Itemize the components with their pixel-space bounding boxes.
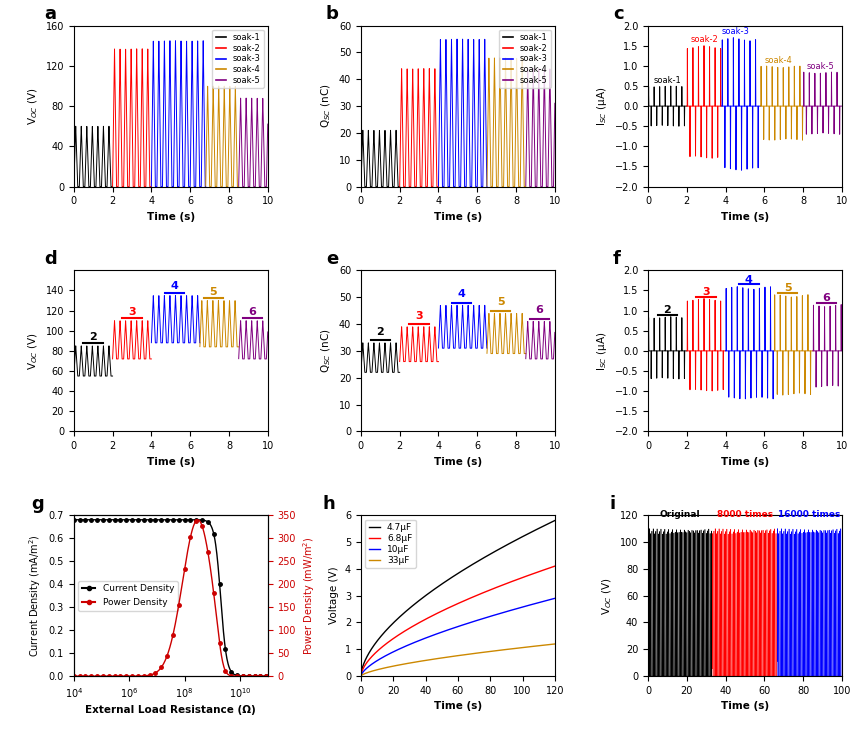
6.8μF	[356, 672, 366, 681]
Text: 16000 times: 16000 times	[779, 510, 841, 519]
Y-axis label: Voltage (V): Voltage (V)	[329, 567, 339, 624]
6.8μF	[445, 603, 456, 612]
33μF	[356, 672, 366, 681]
Text: 6: 6	[248, 306, 256, 317]
Text: 3: 3	[128, 306, 135, 317]
Line: 10μF: 10μF	[361, 599, 555, 676]
Legend: soak-1, soak-2, soak-3, soak-4, soak-5: soak-1, soak-2, soak-3, soak-4, soak-5	[499, 30, 550, 88]
Y-axis label: V$_{OC}$ (V): V$_{OC}$ (V)	[601, 577, 615, 615]
Line: 33μF: 33μF	[361, 644, 555, 676]
Text: 5: 5	[496, 298, 504, 307]
10μF	[544, 596, 555, 605]
10μF	[509, 605, 519, 614]
6.8μF	[509, 577, 519, 586]
6.8μF	[544, 564, 555, 572]
33μF	[549, 640, 560, 648]
Text: a: a	[44, 5, 56, 23]
Text: 8000 times: 8000 times	[717, 510, 773, 519]
Text: f: f	[613, 250, 621, 268]
X-axis label: Time (s): Time (s)	[434, 457, 482, 466]
10μF	[445, 625, 456, 634]
Y-axis label: V$_{OC}$ (V): V$_{OC}$ (V)	[26, 87, 40, 125]
Text: 2: 2	[663, 306, 671, 316]
4.7μF	[509, 537, 519, 545]
Text: soak-4: soak-4	[765, 56, 792, 64]
Text: g: g	[31, 495, 44, 512]
X-axis label: Time (s): Time (s)	[721, 457, 769, 466]
4.7μF	[549, 516, 560, 525]
33μF	[509, 644, 519, 653]
Line: 6.8μF: 6.8μF	[361, 566, 555, 676]
Text: d: d	[44, 250, 57, 268]
Text: 3: 3	[415, 311, 423, 321]
X-axis label: Time (s): Time (s)	[147, 212, 194, 222]
Text: soak-3: soak-3	[721, 28, 750, 37]
Text: 4: 4	[745, 276, 753, 285]
Y-axis label: Q$_{SC}$ (nC): Q$_{SC}$ (nC)	[319, 329, 333, 373]
10μF	[544, 596, 555, 605]
Text: 5: 5	[784, 284, 792, 293]
6.8μF	[544, 564, 555, 572]
Text: 4: 4	[171, 281, 179, 292]
4.7μF	[365, 645, 376, 654]
Text: h: h	[322, 495, 335, 512]
Text: e: e	[326, 250, 339, 268]
33μF	[450, 651, 460, 660]
6.8μF	[450, 600, 460, 609]
X-axis label: Time (s): Time (s)	[434, 212, 482, 222]
33μF	[365, 667, 376, 676]
10μF	[356, 672, 366, 681]
10μF	[549, 594, 560, 603]
Y-axis label: I$_{SC}$ (μA): I$_{SC}$ (μA)	[595, 86, 609, 126]
Text: 5: 5	[210, 287, 217, 297]
6.8μF	[365, 654, 376, 662]
Text: soak-5: soak-5	[807, 61, 835, 71]
Text: 6: 6	[536, 306, 543, 315]
Text: soak-2: soak-2	[691, 36, 719, 45]
Legend: soak-1, soak-2, soak-3, soak-4, soak-5: soak-1, soak-2, soak-3, soak-4, soak-5	[213, 30, 264, 88]
Text: Original: Original	[660, 510, 700, 519]
X-axis label: Time (s): Time (s)	[721, 212, 769, 222]
X-axis label: Time (s): Time (s)	[721, 702, 769, 711]
Legend: Current Density, Power Density: Current Density, Power Density	[78, 581, 178, 610]
Y-axis label: Q$_{SC}$ (nC): Q$_{SC}$ (nC)	[319, 84, 333, 129]
Text: b: b	[326, 5, 339, 23]
Y-axis label: I$_{SC}$ (μA): I$_{SC}$ (μA)	[595, 331, 609, 371]
Text: 6: 6	[823, 293, 831, 303]
4.7μF	[356, 672, 366, 681]
Text: 2: 2	[377, 327, 385, 337]
6.8μF	[549, 561, 560, 570]
Text: soak-1: soak-1	[654, 76, 681, 85]
Text: i: i	[609, 495, 615, 512]
Y-axis label: Current Density (mA/m$^2$): Current Density (mA/m$^2$)	[27, 534, 43, 657]
X-axis label: External Load Resistance (Ω): External Load Resistance (Ω)	[85, 705, 256, 715]
4.7μF	[544, 519, 555, 528]
Y-axis label: V$_{OC}$ (V): V$_{OC}$ (V)	[26, 332, 40, 370]
4.7μF	[544, 519, 555, 528]
4.7μF	[445, 574, 456, 583]
Text: 4: 4	[457, 289, 466, 299]
Text: c: c	[613, 5, 624, 23]
10μF	[365, 661, 376, 670]
33μF	[544, 640, 555, 649]
4.7μF	[450, 571, 460, 580]
Text: 2: 2	[89, 332, 97, 342]
Legend: 4.7μF, 6.8μF, 10μF, 33μF: 4.7μF, 6.8μF, 10μF, 33μF	[365, 520, 416, 568]
33μF	[445, 652, 456, 661]
10μF	[450, 623, 460, 632]
33μF	[544, 640, 555, 649]
Y-axis label: Power Density (mW/m$^2$): Power Density (mW/m$^2$)	[302, 537, 318, 655]
X-axis label: Time (s): Time (s)	[147, 457, 194, 466]
Line: 4.7μF: 4.7μF	[361, 520, 555, 676]
X-axis label: Time (s): Time (s)	[434, 702, 482, 711]
Text: 3: 3	[702, 287, 710, 298]
